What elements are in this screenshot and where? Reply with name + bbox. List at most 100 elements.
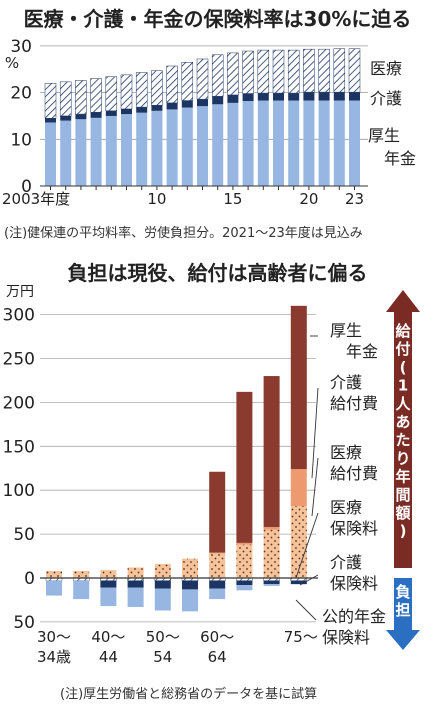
bar-nursing-premium	[263, 580, 280, 585]
label-medical-benefit-line1: 医療	[330, 443, 362, 462]
top-bar-pension	[303, 100, 315, 186]
bottom-y-tick-label: 100	[3, 481, 35, 501]
top-bar-medical	[59, 81, 72, 117]
bar-pension-premium	[154, 588, 171, 611]
label-nursing-benefit-line1: 介護	[330, 373, 362, 392]
bar-medical-benefit	[263, 529, 280, 578]
benefit-arrow-label-char: 付	[395, 340, 410, 358]
leader-line	[295, 599, 317, 621]
bottom-x-tick-label: 60〜	[200, 628, 234, 646]
top-y-tick-label: 30	[10, 37, 32, 57]
top-y-unit-label: %	[5, 54, 19, 72]
top-bar-nursing	[181, 100, 193, 108]
leader-line	[311, 457, 319, 517]
top-bar-medical	[211, 54, 224, 97]
bar-nursing-benefit	[236, 542, 253, 545]
top-bar-pension	[242, 101, 254, 186]
top-bar-pension	[60, 120, 72, 186]
top-bar-medical	[257, 49, 270, 94]
label-medical-premium-line1: 医療	[330, 498, 362, 517]
top-y-tick-label: 0	[21, 177, 32, 197]
top-bar-medical	[75, 80, 87, 115]
label-pension-premium-line1: 公的年金	[322, 607, 386, 626]
bottom-y-tick-label: 300	[3, 306, 35, 326]
label-pension-benefit-line2: 年金	[346, 342, 378, 361]
top-x-tick-label: 23	[345, 190, 364, 208]
leader-line	[299, 574, 319, 586]
label-pension-benefit-line1: 厚生	[330, 321, 362, 340]
bottom-y-tick-label: 150	[3, 437, 35, 457]
bottom-x-tick-label: 30〜	[37, 628, 71, 646]
bar-nursing-premium	[209, 580, 226, 589]
bottom-x-tick-label: 54	[153, 648, 172, 666]
label-medical-benefit-line2: 給付費	[330, 464, 378, 483]
top-x-tick-label: 2003年度	[2, 190, 70, 208]
top-bar-medical	[90, 78, 102, 113]
bottom-chart-title: 負担は現役、給付は高齢者に偏る	[67, 261, 368, 285]
bar-nursing-premium	[127, 580, 144, 588]
benefit-arrow-label-char: )	[400, 522, 407, 540]
burden-arrow-icon	[386, 578, 420, 650]
bar-pension-premium	[46, 580, 62, 596]
bar-nursing-premium	[182, 580, 198, 590]
top-bar-nursing	[197, 99, 208, 107]
top-bar-nursing	[242, 93, 254, 102]
top-bar-nursing	[318, 92, 330, 101]
top-x-tick-label: 20	[299, 190, 318, 208]
top-bar-nursing	[151, 105, 163, 111]
top-bar-pension	[105, 115, 117, 186]
bar-pension-benefit	[236, 391, 253, 543]
top-bar-pension	[181, 107, 193, 186]
top-bar-pension	[349, 100, 360, 186]
top-bar-medical	[44, 83, 57, 119]
bottom-x-tick-label: 44	[99, 648, 118, 666]
top-bar-nursing	[212, 96, 224, 105]
top-y-tick-label: 10	[10, 130, 32, 150]
top-bar-medical	[120, 74, 133, 110]
top-bar-medical	[166, 65, 178, 104]
top-x-tick-label: 10	[147, 190, 166, 208]
top-bar-medical	[242, 50, 254, 94]
leader-line	[311, 387, 319, 479]
top-bar-nursing	[166, 102, 178, 110]
label-medical-premium-line2: 保険料	[330, 519, 378, 538]
label-nursing-premium-line2: 保険料	[330, 574, 378, 593]
top-bar-pension	[333, 100, 345, 186]
legend-pension-line2: 年金	[384, 149, 416, 168]
benefit-arrow-label-char: あ	[395, 413, 410, 431]
top-y-tick-label: 20	[10, 84, 32, 104]
bar-nursing-benefit	[263, 527, 280, 530]
top-bar-medical	[272, 49, 285, 94]
top-bar-nursing	[273, 93, 284, 101]
top-bar-nursing	[105, 110, 117, 116]
top-bar-medical	[227, 52, 239, 96]
benefit-arrow-label-char: り	[395, 449, 410, 467]
bar-medical-benefit	[73, 570, 90, 578]
top-bar-nursing	[60, 115, 72, 121]
burden-arrow-label-char: 負	[395, 583, 410, 601]
bottom-chart-note: (注)厚生労働省と総務省のデータを基に試算	[60, 687, 318, 702]
bar-nursing-benefit	[290, 469, 307, 507]
top-bar-pension	[166, 109, 178, 186]
top-chart-note: (注)健保連の平均料率、労使負担分。2021〜23年度は見込み	[4, 226, 363, 241]
top-bar-nursing	[257, 93, 269, 101]
top-bar-nursing	[136, 107, 148, 113]
bar-pension-premium	[73, 580, 90, 600]
top-bar-medical	[135, 72, 148, 108]
bottom-y-tick-label: 0	[24, 569, 35, 589]
top-bar-medical	[318, 48, 330, 93]
benefit-arrow-label-char: 1	[398, 377, 408, 395]
top-bar-medical	[287, 49, 300, 94]
top-bar-nursing	[303, 92, 315, 101]
bar-pension-premium	[127, 587, 144, 607]
bottom-x-tick-label: 34歳	[37, 648, 71, 666]
top-bar-medical	[348, 48, 361, 93]
top-bar-nursing	[90, 112, 102, 118]
bar-pension-premium	[182, 589, 198, 612]
bar-medical-benefit	[182, 558, 198, 578]
bar-nursing-premium	[236, 580, 253, 586]
top-bar-pension	[318, 100, 330, 186]
bar-pension-benefit	[209, 471, 226, 553]
bottom-y-tick-label: 250	[3, 350, 35, 370]
